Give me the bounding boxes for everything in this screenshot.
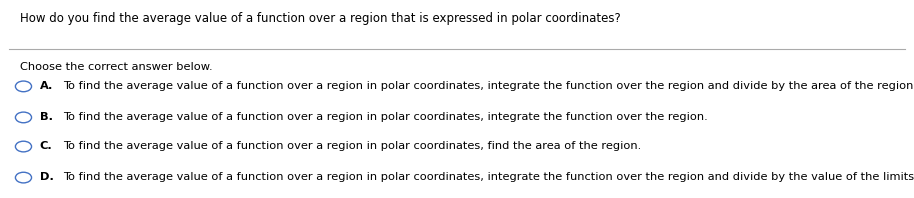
Text: A.: A. bbox=[39, 81, 53, 90]
Text: To find the average value of a function over a region in polar coordinates, inte: To find the average value of a function … bbox=[63, 172, 914, 182]
Text: B.: B. bbox=[39, 112, 53, 122]
Text: Choose the correct answer below.: Choose the correct answer below. bbox=[20, 62, 213, 72]
Text: To find the average value of a function over a region in polar coordinates, inte: To find the average value of a function … bbox=[63, 112, 707, 122]
Text: To find the average value of a function over a region in polar coordinates, inte: To find the average value of a function … bbox=[63, 81, 914, 90]
Text: C.: C. bbox=[39, 141, 52, 151]
Text: D.: D. bbox=[39, 172, 54, 182]
Text: To find the average value of a function over a region in polar coordinates, find: To find the average value of a function … bbox=[63, 141, 641, 151]
Text: How do you find the average value of a function over a region that is expressed : How do you find the average value of a f… bbox=[20, 12, 621, 25]
